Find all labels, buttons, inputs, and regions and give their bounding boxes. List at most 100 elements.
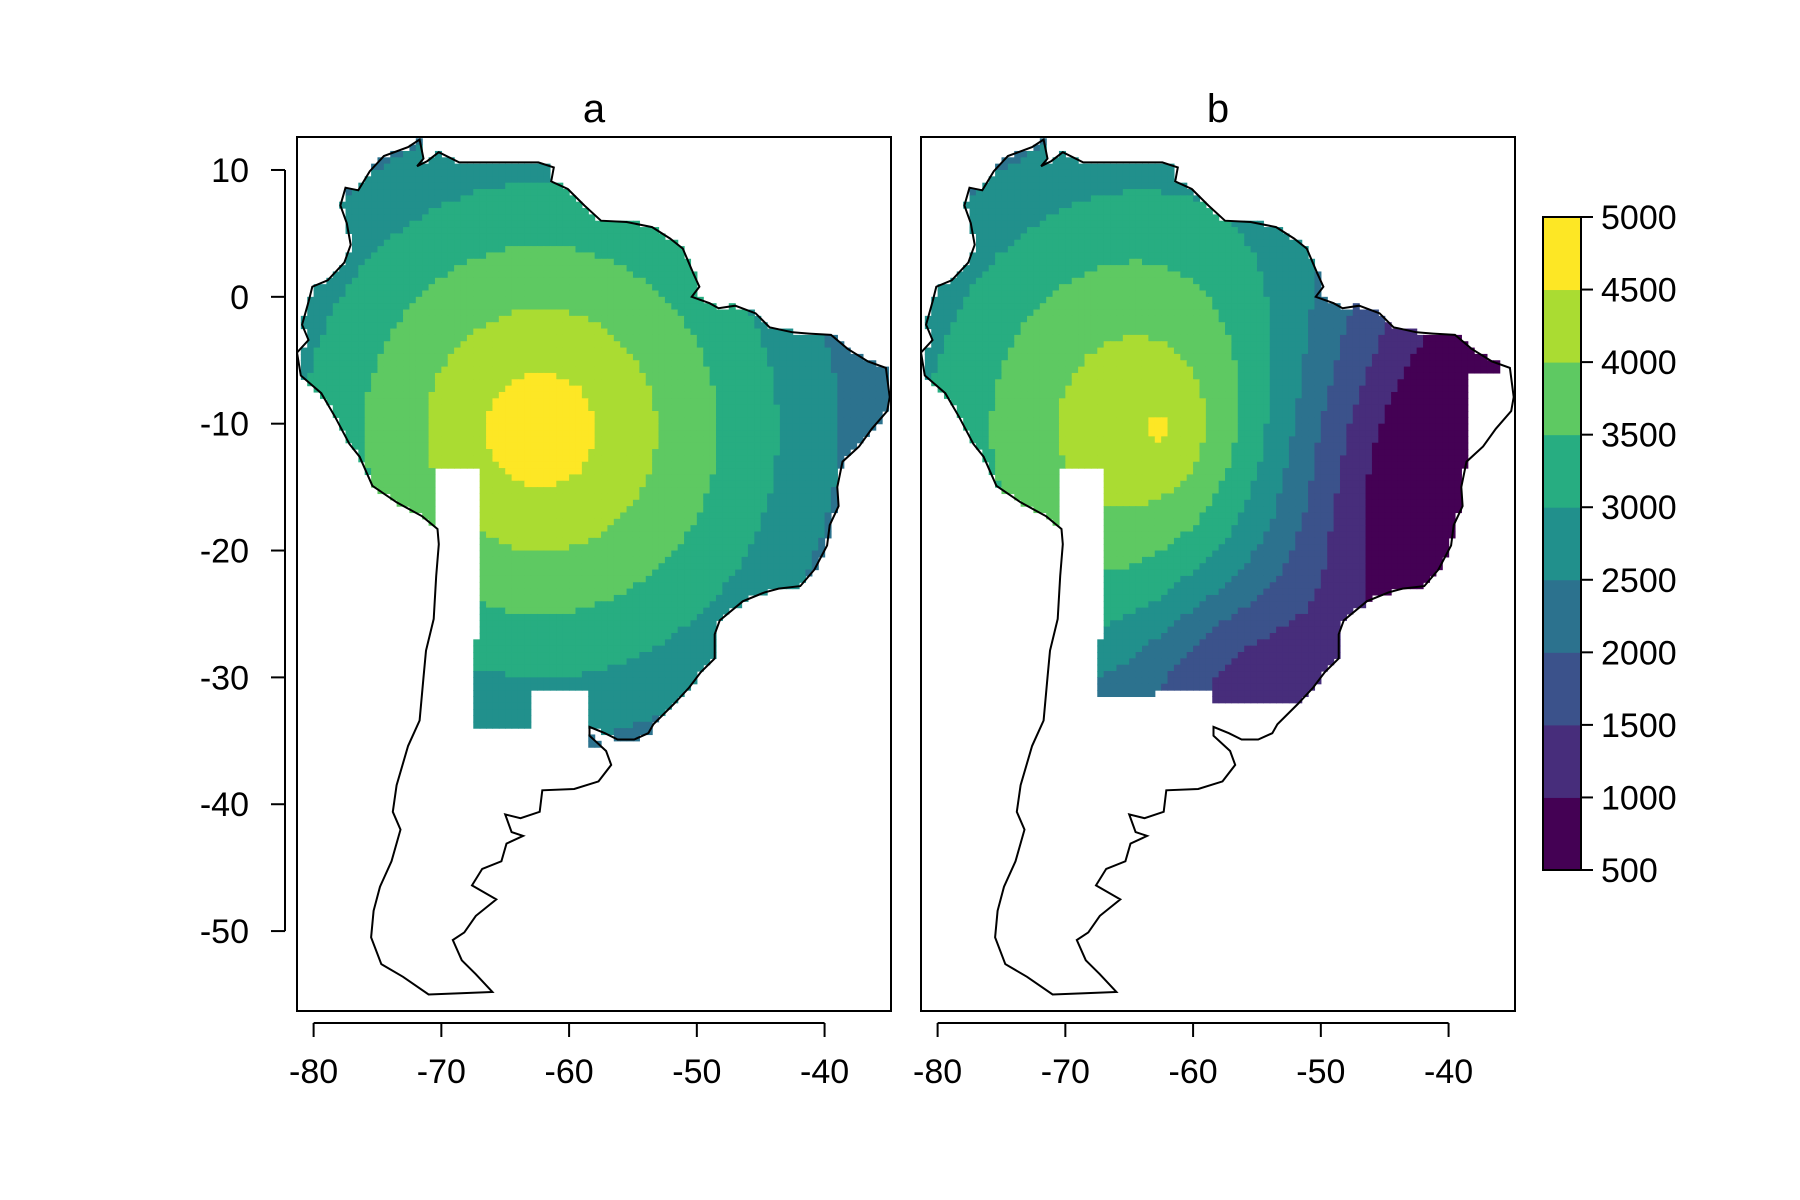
raster-cell bbox=[632, 417, 640, 425]
raster-cell bbox=[639, 525, 647, 533]
raster-cell bbox=[645, 360, 653, 368]
raster-cell bbox=[428, 334, 436, 342]
raster-cell bbox=[703, 474, 711, 482]
raster-cell bbox=[632, 341, 640, 349]
raster-cell bbox=[677, 379, 685, 387]
raster-cell bbox=[671, 455, 679, 463]
raster-cell bbox=[543, 499, 551, 507]
raster-cell bbox=[728, 512, 736, 520]
raster-cell bbox=[690, 582, 698, 590]
raster-cell bbox=[671, 493, 679, 501]
raster-cell bbox=[786, 404, 794, 412]
raster-cell bbox=[498, 360, 506, 368]
raster-cell bbox=[626, 575, 634, 583]
raster-cell bbox=[434, 284, 442, 292]
raster-cell bbox=[664, 658, 672, 666]
raster-cell bbox=[626, 360, 634, 368]
raster-cell bbox=[690, 398, 698, 406]
raster-cell bbox=[709, 360, 717, 368]
raster-cell bbox=[530, 239, 538, 247]
raster-cell bbox=[434, 201, 442, 209]
raster-cell bbox=[862, 404, 870, 412]
raster-cell bbox=[632, 696, 640, 704]
raster-cell bbox=[498, 702, 506, 710]
raster-cell bbox=[703, 550, 711, 558]
raster-cell bbox=[371, 379, 379, 387]
raster-cell bbox=[601, 227, 609, 234]
raster-cell bbox=[422, 258, 430, 266]
raster-cell bbox=[377, 379, 385, 387]
raster-cell bbox=[492, 404, 500, 412]
raster-cell bbox=[677, 607, 685, 615]
raster-cell bbox=[652, 487, 660, 495]
raster-cell bbox=[390, 163, 398, 171]
raster-cell bbox=[460, 284, 468, 292]
raster-cell bbox=[422, 227, 430, 234]
raster-cell bbox=[824, 341, 832, 349]
raster-cell bbox=[715, 518, 723, 526]
raster-cell bbox=[581, 544, 589, 552]
raster-cell bbox=[479, 468, 487, 476]
raster-cell bbox=[703, 626, 711, 634]
raster-cell bbox=[454, 322, 462, 330]
raster-cell bbox=[632, 347, 640, 355]
raster-cell bbox=[486, 239, 494, 247]
raster-cell bbox=[594, 658, 602, 666]
raster-cell bbox=[703, 449, 711, 456]
raster-cell bbox=[454, 436, 462, 444]
raster-cell bbox=[434, 246, 442, 254]
raster-cell bbox=[537, 569, 545, 577]
raster-cell bbox=[524, 632, 532, 640]
raster-cell bbox=[715, 531, 723, 539]
raster-cell bbox=[581, 550, 589, 558]
raster-cell bbox=[767, 499, 775, 507]
raster-cell bbox=[715, 442, 723, 450]
raster-cell bbox=[479, 658, 487, 666]
raster-cell bbox=[741, 430, 749, 437]
raster-cell bbox=[837, 347, 845, 355]
raster-cell bbox=[677, 588, 685, 596]
raster-cell bbox=[428, 220, 436, 228]
raster-cell bbox=[479, 271, 487, 279]
raster-cell bbox=[549, 379, 557, 387]
raster-cell bbox=[741, 563, 749, 571]
raster-cell bbox=[549, 620, 557, 628]
raster-cell bbox=[805, 550, 813, 558]
raster-cell bbox=[658, 512, 666, 520]
raster-cell bbox=[645, 411, 653, 418]
raster-cell bbox=[517, 499, 525, 507]
raster-cell bbox=[428, 518, 436, 526]
raster-cell bbox=[371, 430, 379, 437]
raster-cell bbox=[626, 550, 634, 558]
raster-cell bbox=[773, 468, 781, 476]
raster-cell bbox=[569, 239, 577, 247]
raster-cell bbox=[454, 442, 462, 450]
raster-cell bbox=[358, 391, 366, 399]
raster-cell bbox=[364, 284, 372, 292]
raster-cell bbox=[799, 550, 807, 558]
raster-cell bbox=[779, 493, 787, 501]
raster-cell bbox=[390, 423, 398, 431]
raster-cell bbox=[779, 430, 787, 437]
raster-cell bbox=[428, 341, 436, 349]
raster-cell bbox=[517, 474, 525, 482]
raster-cell bbox=[486, 347, 494, 355]
raster-cell bbox=[696, 620, 704, 628]
raster-cell bbox=[569, 683, 577, 691]
raster-cell bbox=[415, 252, 423, 260]
raster-cell bbox=[364, 265, 372, 273]
raster-cell bbox=[524, 163, 532, 171]
raster-cell bbox=[549, 208, 557, 215]
raster-cell bbox=[569, 671, 577, 678]
raster-cell bbox=[339, 353, 347, 361]
raster-cell bbox=[460, 220, 468, 228]
raster-cell bbox=[396, 461, 404, 469]
raster-cell bbox=[760, 385, 768, 393]
raster-cell bbox=[313, 379, 321, 387]
raster-cell bbox=[498, 347, 506, 355]
raster-cell bbox=[473, 391, 481, 399]
raster-cell bbox=[581, 575, 589, 583]
raster-cell bbox=[530, 639, 538, 647]
raster-cell bbox=[690, 594, 698, 602]
raster-cell bbox=[837, 366, 845, 374]
